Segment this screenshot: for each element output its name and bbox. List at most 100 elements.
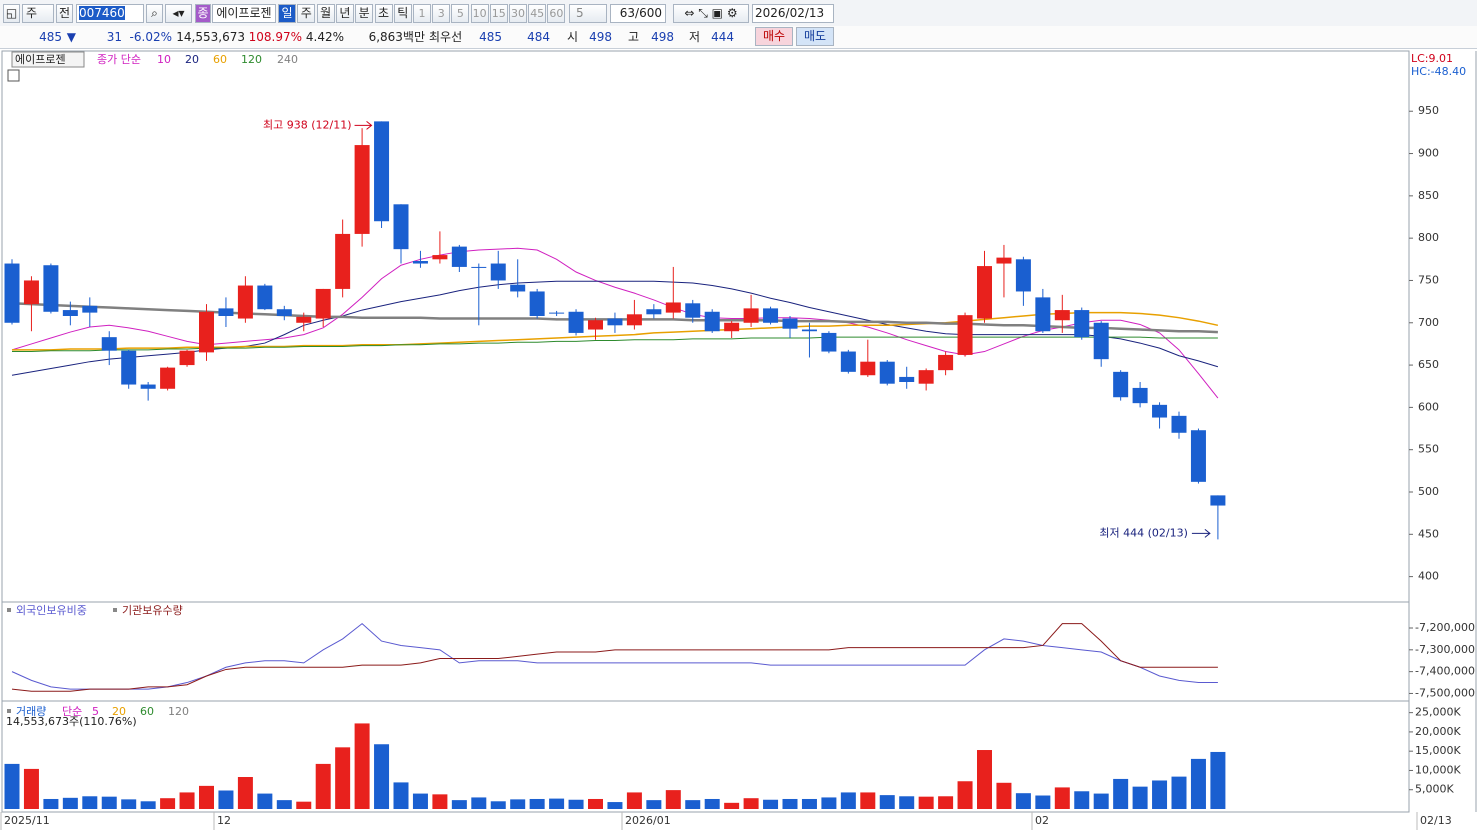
- minute-button[interactable]: 1: [413, 4, 431, 23]
- y-tick-label: -7,200,000: [1415, 621, 1475, 634]
- candle-body: [43, 265, 59, 312]
- legend-item: 120: [168, 705, 189, 718]
- candle-body: [179, 350, 195, 366]
- grid-icon: [7, 69, 20, 82]
- candle-body: [393, 204, 409, 250]
- title-box: [11, 51, 85, 68]
- low-annotation: 최저 444 (02/13): [1099, 526, 1188, 539]
- candle-body: [23, 280, 39, 305]
- sell-button[interactable]: 매도: [796, 27, 834, 46]
- volume-bar: [860, 792, 876, 809]
- y-tick-label: 900: [1418, 147, 1439, 160]
- volume-bar: [62, 797, 78, 809]
- volume-bar: [763, 799, 779, 809]
- minute-button[interactable]: 60: [547, 4, 566, 23]
- lc-label: LC:9.01: [1411, 52, 1453, 65]
- volume-bar: [335, 747, 351, 809]
- interval-button[interactable]: 년: [335, 4, 354, 23]
- candle-body: [1093, 322, 1109, 360]
- chart-tools[interactable]: ⇔ ⤡ ▣ ⚙: [673, 4, 749, 23]
- candle-body: [607, 318, 623, 326]
- candle-body: [412, 261, 428, 264]
- x-tick-label: 2026/01: [625, 814, 671, 827]
- candle-body: [160, 367, 176, 389]
- volume-bar: [743, 798, 759, 809]
- hc-label: HC:-48.40: [1411, 65, 1466, 78]
- y-tick-label: 25,000K: [1415, 706, 1461, 719]
- volume-bar: [315, 763, 331, 809]
- minute-button[interactable]: 30: [509, 4, 527, 23]
- candle-body: [588, 320, 603, 330]
- legend-item: 5: [92, 705, 99, 718]
- volume-bar: [549, 798, 565, 809]
- change-rate: -6.02%: [129, 30, 172, 44]
- interval-button[interactable]: 월: [316, 4, 335, 23]
- layout-button[interactable]: ◱: [3, 4, 20, 23]
- count-box[interactable]: 63/600: [610, 4, 666, 23]
- interval-button[interactable]: 주: [297, 4, 316, 23]
- minute-button[interactable]: 10: [470, 4, 489, 23]
- period-select[interactable]: 주: [22, 4, 54, 23]
- candle-body: [432, 255, 448, 260]
- x-tick-label: 02: [1035, 814, 1049, 827]
- volume-bar: [996, 782, 1012, 809]
- code-text: 007460: [79, 6, 125, 20]
- minute-button[interactable]: 3: [432, 4, 451, 23]
- minute-button[interactable]: 15: [489, 4, 508, 23]
- market-badge: 종: [195, 4, 211, 23]
- interval-button[interactable]: 일: [278, 4, 296, 23]
- volume-bar: [704, 798, 720, 809]
- code-input[interactable]: 007460: [76, 4, 144, 23]
- high: 498: [651, 30, 674, 44]
- volume-bar: [432, 794, 448, 809]
- candle-body: [335, 233, 351, 289]
- volume-bar: [179, 792, 195, 809]
- y-tick-label: 400: [1418, 570, 1439, 583]
- moving-average: [12, 336, 1218, 353]
- candle-body: [1113, 371, 1129, 398]
- candle-body: [1210, 495, 1226, 506]
- panel-frame: [1, 700, 1410, 813]
- volume-bar: [43, 798, 59, 809]
- unit-select[interactable]: 5: [569, 4, 607, 23]
- candle-body: [82, 305, 98, 313]
- volume-bar: [1132, 786, 1148, 809]
- sound-button[interactable]: ◂▾: [165, 4, 192, 23]
- candle-body: [237, 285, 253, 319]
- legend-item: 10: [157, 53, 171, 66]
- y-tick-label: -7,400,000: [1415, 665, 1475, 678]
- quote-bar: [0, 26, 1477, 49]
- minute-button[interactable]: 45: [528, 4, 547, 23]
- amount: 6,863백만: [368, 30, 425, 44]
- candle-body: [665, 302, 681, 313]
- interval-button[interactable]: 분: [355, 4, 374, 23]
- all-button[interactable]: 전: [56, 4, 73, 23]
- candle-body: [685, 303, 701, 318]
- volume-bar: [451, 800, 467, 809]
- x-tick-label: 02/13: [1420, 814, 1452, 827]
- legend-item: 240: [277, 53, 298, 66]
- interval-button[interactable]: 초: [374, 4, 393, 23]
- legend-item: 60: [213, 53, 227, 66]
- minute-button[interactable]: 5: [451, 4, 470, 23]
- date-box[interactable]: 2026/02/13: [752, 4, 834, 23]
- candle-body: [977, 266, 992, 319]
- series-line: [11, 623, 1218, 692]
- best-label: 최우선: [429, 30, 463, 44]
- volume-bar: [646, 800, 662, 809]
- volume-bar: [1210, 751, 1226, 809]
- volume-bar: [82, 796, 98, 809]
- volume-bar: [1054, 787, 1070, 809]
- bid: 484: [527, 30, 550, 44]
- volume-bar: [199, 785, 214, 809]
- panel-frame: [1, 601, 1410, 702]
- legend-item: 외국인보유비중: [16, 604, 87, 617]
- y-tick-label: 10,000K: [1415, 763, 1461, 776]
- candle-body: [315, 288, 331, 319]
- volume-bar: [724, 802, 740, 809]
- search-button[interactable]: ⌕: [146, 4, 163, 23]
- y-tick-label: 800: [1418, 231, 1439, 244]
- interval-button[interactable]: 틱: [393, 4, 412, 23]
- buy-button[interactable]: 매수: [755, 27, 793, 46]
